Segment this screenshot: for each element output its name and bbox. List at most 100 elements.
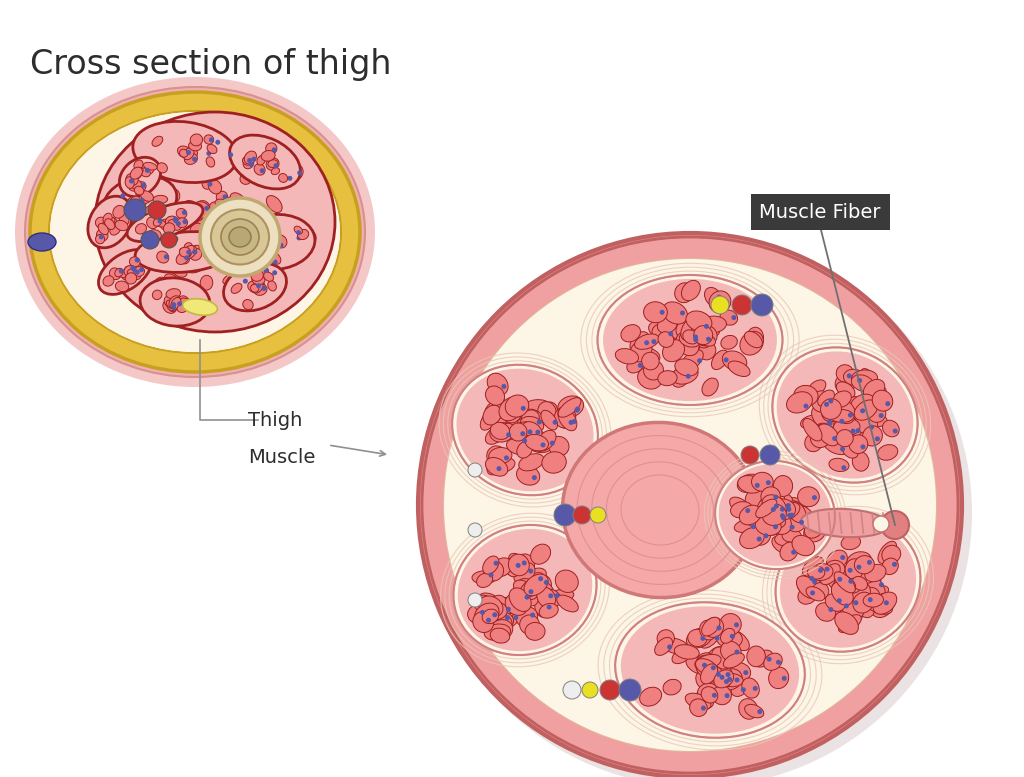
Circle shape [809, 576, 814, 581]
Circle shape [573, 506, 591, 524]
Ellipse shape [803, 557, 823, 576]
Ellipse shape [767, 509, 792, 535]
Ellipse shape [478, 593, 500, 608]
Ellipse shape [482, 556, 499, 574]
Ellipse shape [663, 340, 684, 361]
Ellipse shape [135, 224, 146, 234]
Ellipse shape [487, 373, 508, 395]
Circle shape [288, 176, 293, 181]
Circle shape [209, 138, 214, 142]
Ellipse shape [201, 275, 213, 290]
Circle shape [785, 503, 791, 508]
Circle shape [892, 562, 897, 567]
Ellipse shape [243, 300, 253, 310]
Ellipse shape [294, 226, 302, 234]
Circle shape [757, 536, 762, 542]
Ellipse shape [490, 628, 510, 643]
Circle shape [734, 650, 739, 654]
Ellipse shape [30, 92, 360, 372]
Ellipse shape [210, 214, 224, 228]
Circle shape [263, 252, 268, 257]
Circle shape [874, 437, 880, 441]
Circle shape [186, 249, 191, 255]
Circle shape [833, 436, 838, 441]
Ellipse shape [487, 459, 502, 475]
Ellipse shape [126, 173, 138, 186]
Ellipse shape [718, 669, 742, 690]
Circle shape [247, 158, 252, 163]
Circle shape [141, 183, 146, 188]
Ellipse shape [744, 705, 764, 718]
Ellipse shape [711, 648, 732, 663]
Circle shape [497, 466, 502, 471]
Ellipse shape [702, 652, 720, 671]
Ellipse shape [166, 216, 179, 228]
Ellipse shape [135, 232, 234, 273]
Ellipse shape [812, 406, 834, 430]
Ellipse shape [207, 145, 217, 154]
Ellipse shape [833, 391, 851, 407]
Ellipse shape [525, 434, 549, 451]
Ellipse shape [485, 427, 505, 444]
Circle shape [135, 258, 139, 263]
Ellipse shape [494, 458, 515, 472]
Ellipse shape [171, 298, 181, 309]
Circle shape [486, 618, 492, 622]
Ellipse shape [775, 533, 796, 546]
Ellipse shape [676, 318, 700, 340]
Ellipse shape [140, 191, 154, 201]
Circle shape [856, 565, 861, 570]
Ellipse shape [154, 218, 162, 226]
Ellipse shape [850, 589, 864, 604]
Ellipse shape [525, 573, 545, 589]
Ellipse shape [694, 692, 714, 709]
Ellipse shape [513, 420, 537, 444]
Ellipse shape [104, 218, 115, 229]
Ellipse shape [712, 685, 731, 705]
Circle shape [266, 259, 271, 264]
Circle shape [537, 420, 542, 424]
Ellipse shape [229, 227, 251, 247]
Ellipse shape [694, 654, 721, 670]
Ellipse shape [861, 413, 887, 427]
Circle shape [99, 235, 103, 239]
Ellipse shape [134, 160, 143, 169]
Ellipse shape [848, 580, 870, 603]
Circle shape [869, 425, 874, 430]
Ellipse shape [558, 396, 584, 417]
Ellipse shape [214, 246, 227, 260]
Ellipse shape [183, 148, 194, 160]
Ellipse shape [96, 229, 108, 241]
Ellipse shape [516, 579, 538, 601]
Ellipse shape [260, 155, 271, 168]
Ellipse shape [144, 164, 154, 174]
Ellipse shape [515, 592, 531, 608]
Ellipse shape [713, 672, 730, 690]
Ellipse shape [266, 158, 280, 170]
Ellipse shape [249, 208, 259, 219]
Ellipse shape [499, 397, 522, 420]
Ellipse shape [204, 135, 214, 145]
Circle shape [176, 221, 181, 226]
Ellipse shape [716, 629, 742, 648]
Circle shape [228, 226, 233, 231]
Ellipse shape [744, 331, 762, 348]
Ellipse shape [824, 396, 844, 415]
Ellipse shape [847, 552, 871, 570]
Ellipse shape [140, 208, 156, 225]
Text: Muscle: Muscle [248, 448, 315, 467]
Circle shape [745, 508, 751, 513]
Ellipse shape [670, 321, 690, 340]
Ellipse shape [103, 176, 177, 228]
Circle shape [848, 579, 853, 584]
Ellipse shape [133, 196, 143, 207]
Ellipse shape [818, 390, 835, 406]
Ellipse shape [179, 298, 194, 308]
Circle shape [218, 214, 222, 218]
Ellipse shape [279, 173, 288, 183]
Ellipse shape [176, 208, 186, 218]
Ellipse shape [777, 351, 913, 479]
Ellipse shape [537, 587, 556, 608]
Ellipse shape [831, 417, 855, 438]
Ellipse shape [778, 506, 797, 523]
